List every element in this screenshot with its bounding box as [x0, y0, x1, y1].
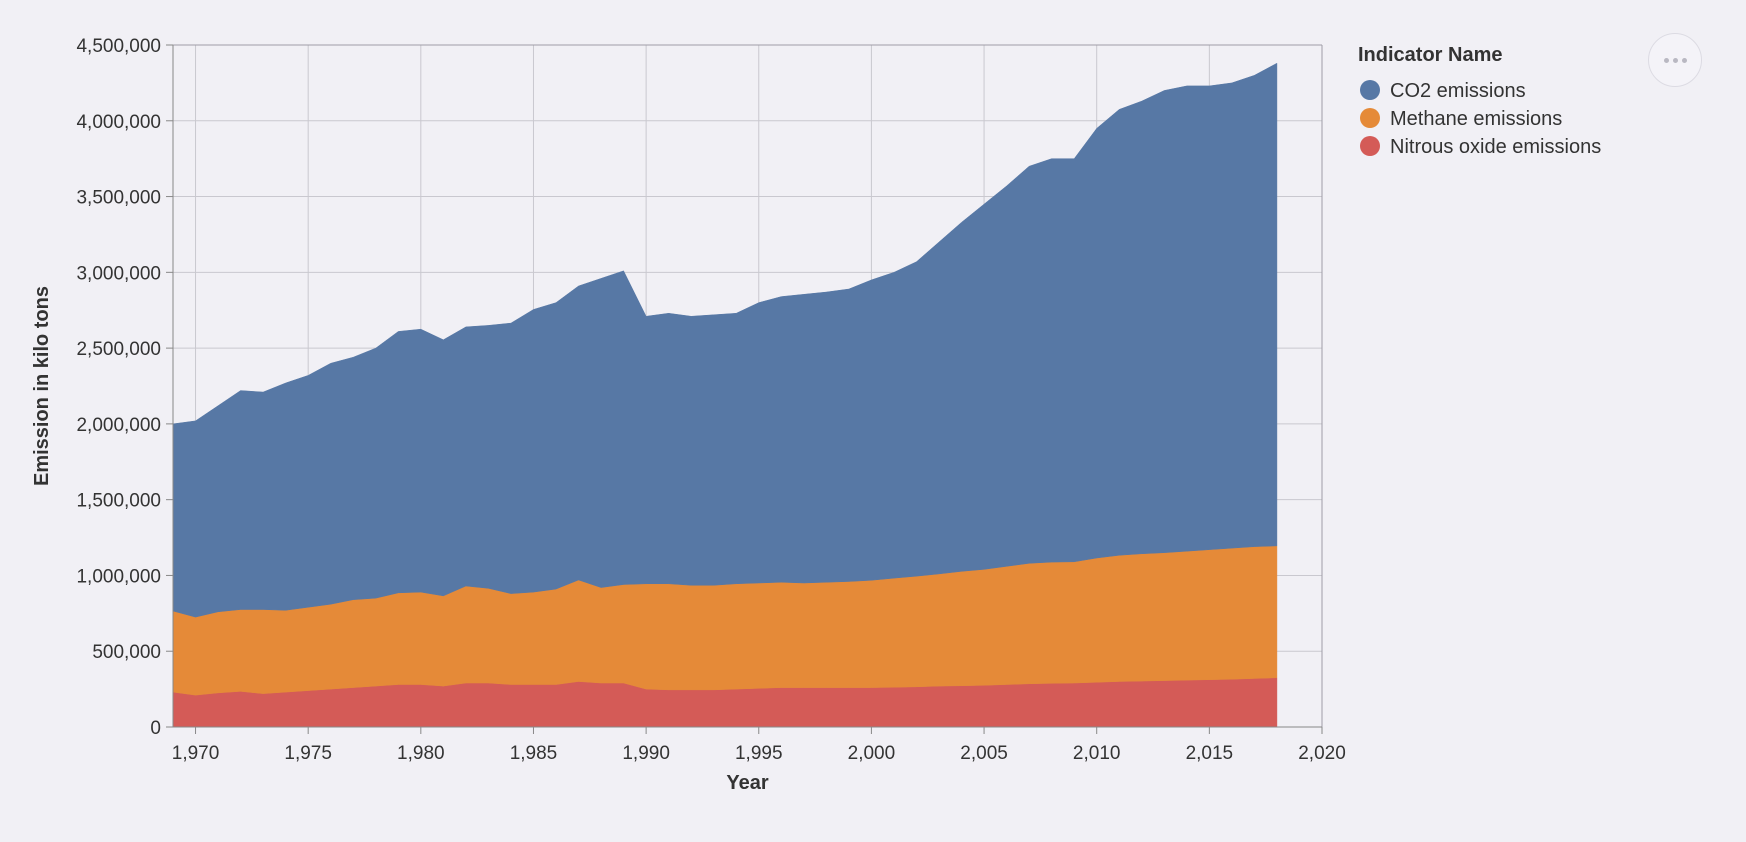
legend-swatch: [1360, 80, 1380, 100]
x-axis-title: Year: [726, 772, 768, 794]
x-tick-label: 2,005: [960, 743, 1008, 764]
x-tick-label: 1,990: [622, 743, 670, 764]
legend-label: CO2 emissions: [1390, 80, 1526, 102]
y-tick-label: 2,000,000: [76, 415, 161, 436]
y-tick-label: 4,500,000: [76, 36, 161, 57]
y-tick-label: 1,000,000: [76, 566, 161, 587]
legend: Indicator Name CO2 emissions Methane emis…: [1358, 44, 1601, 158]
legend-label: Nitrous oxide emissions: [1390, 136, 1601, 158]
more-options-button[interactable]: [1648, 33, 1702, 87]
legend-label: Methane emissions: [1390, 108, 1562, 130]
x-tick-label: 2,000: [848, 743, 896, 764]
y-axis-title: Emission in kilo tons: [31, 286, 53, 486]
x-tick-label: 1,995: [735, 743, 783, 764]
x-tick-label: 1,970: [172, 743, 220, 764]
y-tick-label: 1,500,000: [76, 491, 161, 512]
x-tick-label: 2,010: [1073, 743, 1121, 764]
legend-swatch: [1360, 136, 1380, 156]
x-tick-label: 2,015: [1186, 743, 1234, 764]
more-horizontal-icon: [1663, 57, 1687, 63]
y-tick-label: 3,500,000: [76, 188, 161, 209]
y-tick-label: 0: [150, 718, 161, 739]
legend-swatch: [1360, 108, 1380, 128]
x-tick-label: 1,980: [397, 743, 445, 764]
y-tick-label: 4,000,000: [76, 112, 161, 133]
y-tick-label: 3,000,000: [76, 263, 161, 284]
x-tick-label: 1,985: [510, 743, 558, 764]
x-tick-label: 2,020: [1298, 743, 1346, 764]
area-series: [172, 62, 1278, 728]
y-tick-label: 2,500,000: [76, 339, 161, 360]
x-tick-label: 1,975: [284, 743, 332, 764]
area-co2-emissions: [172, 62, 1278, 618]
legend-title: Indicator Name: [1358, 44, 1502, 66]
axes: 1,970 1,975 1,980 1,985 1,990 1,995 2,000 2,005…: [76, 36, 1345, 764]
y-tick-label: 500,000: [92, 642, 161, 663]
